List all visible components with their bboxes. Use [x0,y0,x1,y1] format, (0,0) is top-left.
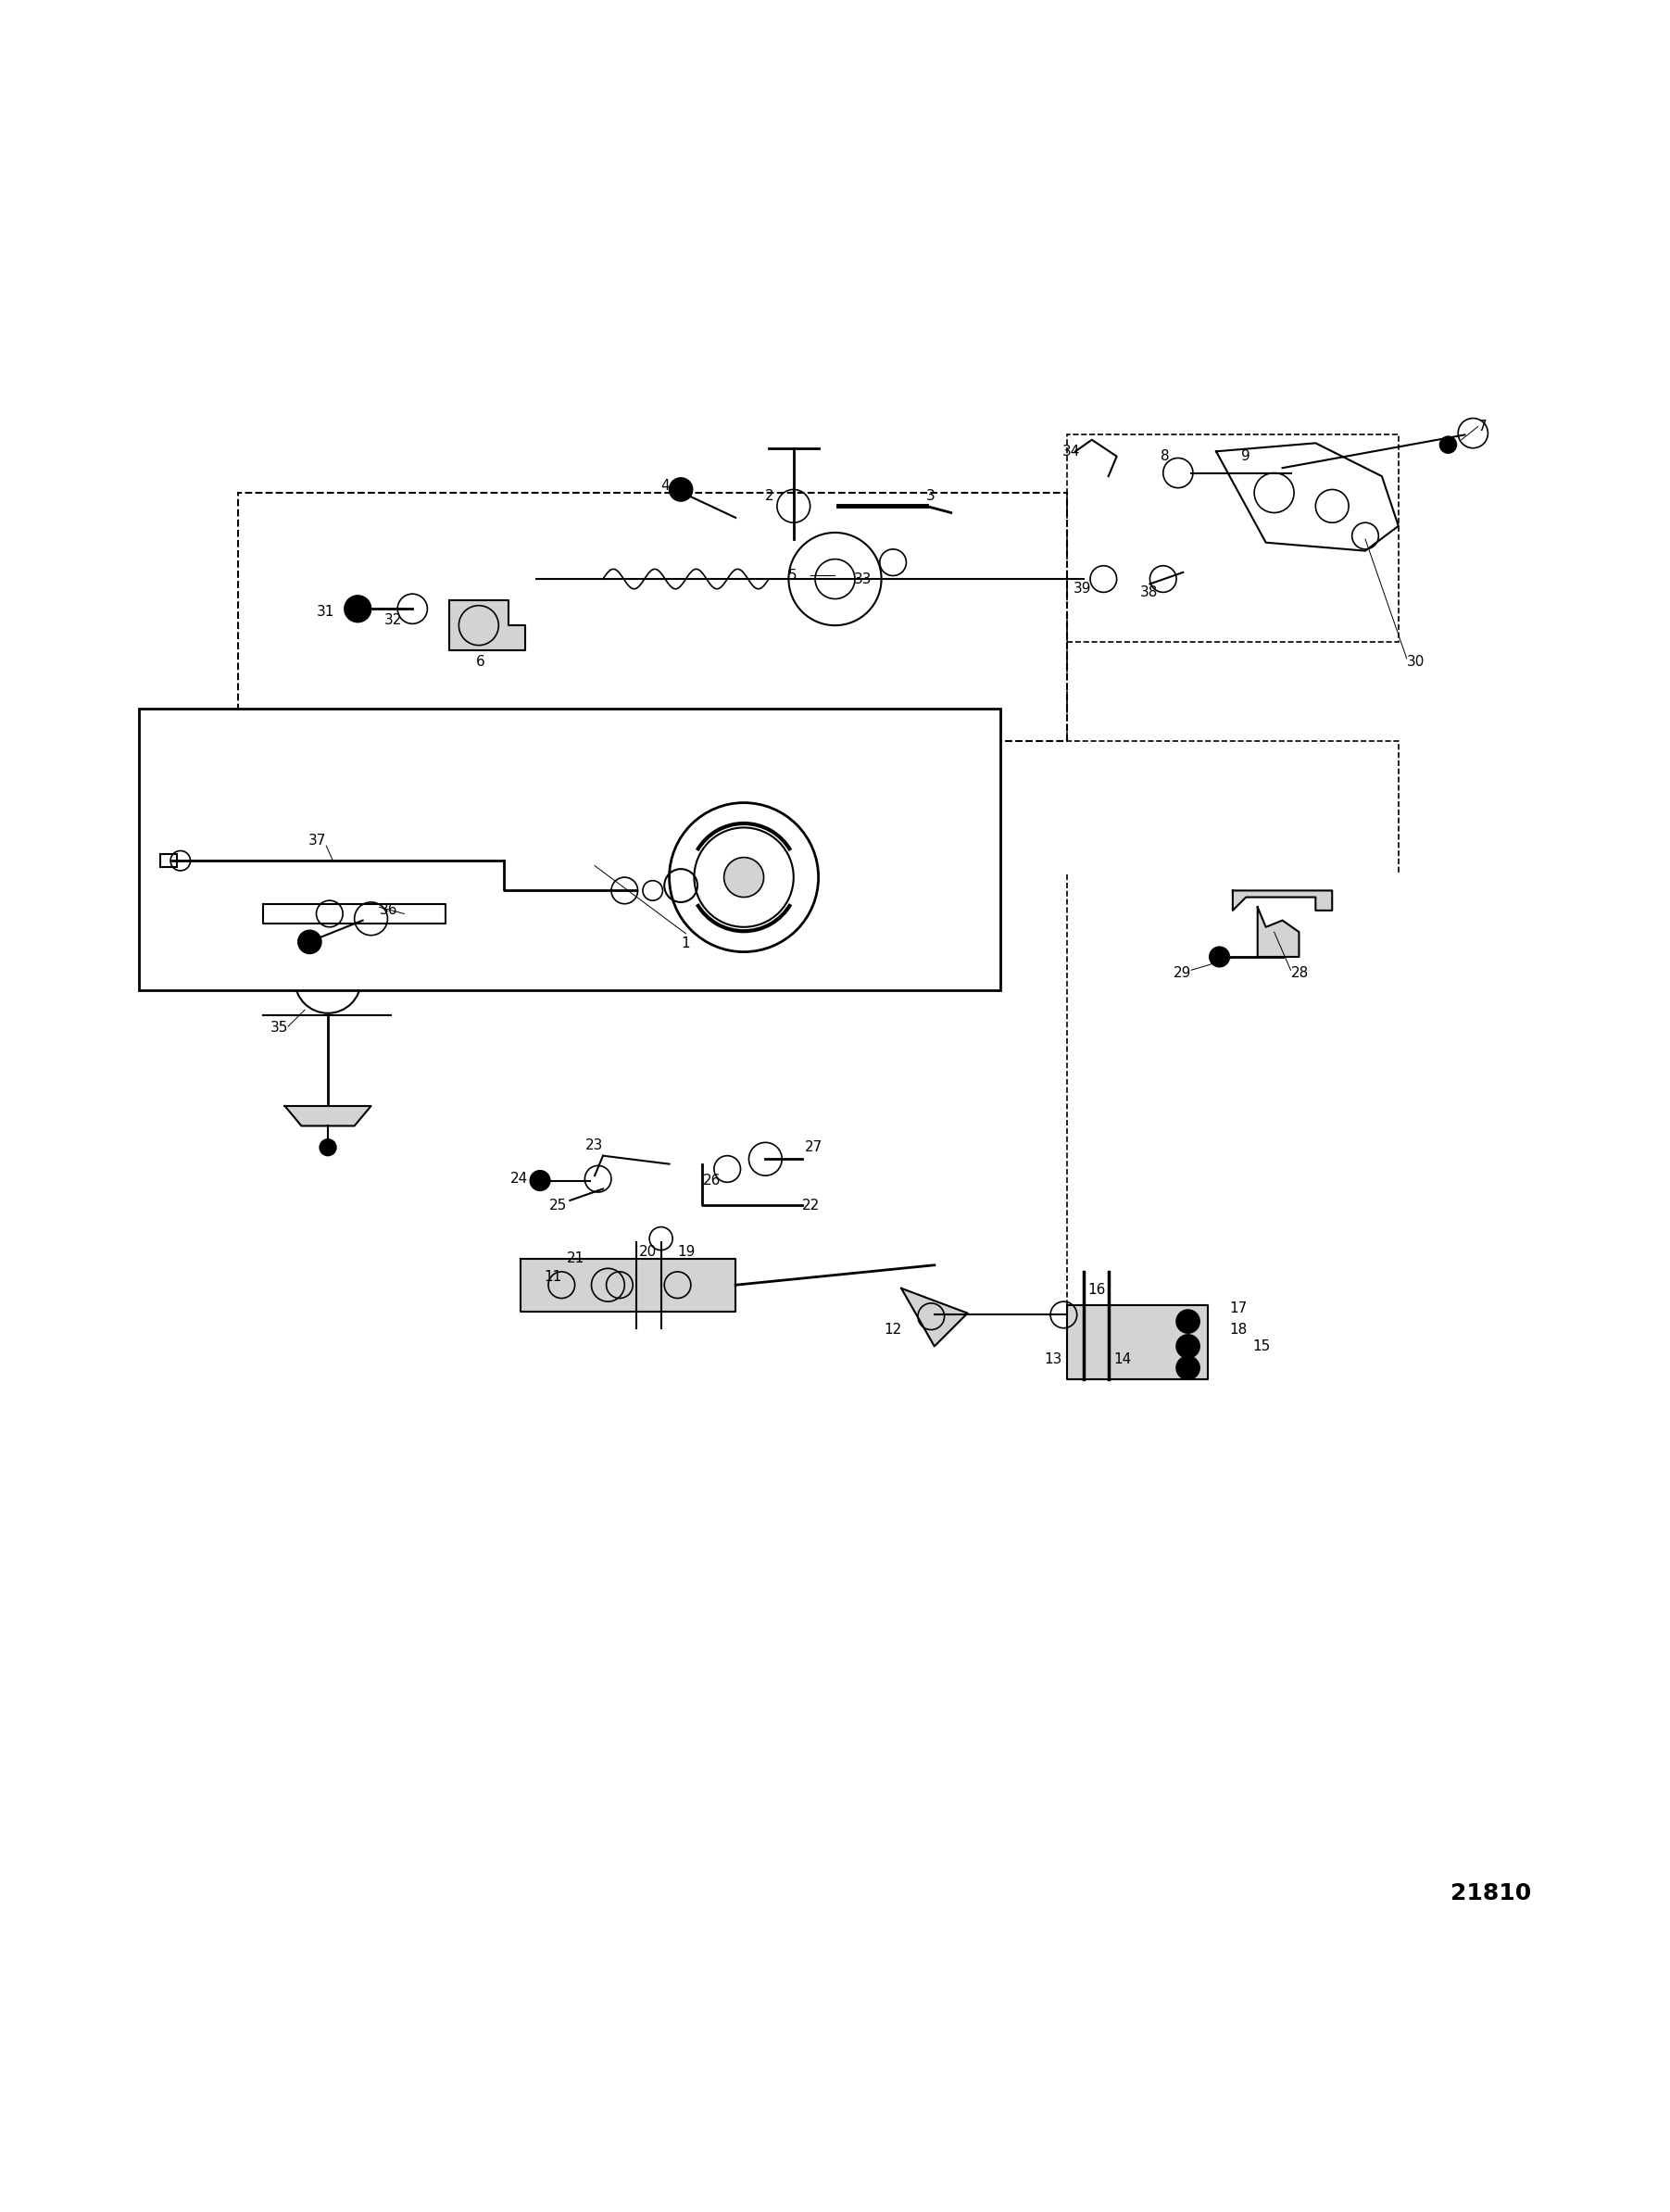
Text: 5: 5 [788,568,797,582]
Polygon shape [1258,907,1299,958]
Text: 24: 24 [511,1172,528,1186]
Text: 31: 31 [317,606,334,619]
Text: 6: 6 [476,655,484,668]
Text: 16: 16 [1087,1283,1106,1296]
Circle shape [1176,1334,1199,1358]
Text: 33: 33 [853,573,872,586]
Text: 13: 13 [1044,1352,1062,1367]
Circle shape [529,1170,549,1190]
Polygon shape [449,599,524,650]
Circle shape [297,931,321,953]
Polygon shape [902,1287,967,1347]
Polygon shape [1232,891,1333,911]
Text: 21: 21 [566,1252,584,1265]
Text: 32: 32 [384,613,402,628]
Bar [1067,436,1398,641]
Circle shape [319,1139,336,1155]
Circle shape [314,838,334,858]
Text: 29: 29 [1174,967,1191,980]
Bar [160,854,177,867]
Text: 14: 14 [1114,1352,1131,1367]
Circle shape [344,595,371,622]
Text: 34: 34 [1062,445,1080,458]
Polygon shape [264,905,446,925]
Text: 22: 22 [802,1199,820,1212]
Bar [239,493,1067,741]
Circle shape [1176,1356,1199,1380]
Text: 2: 2 [765,489,773,502]
Circle shape [725,858,763,898]
Text: 36: 36 [379,902,397,918]
Text: 30: 30 [1406,655,1425,668]
Text: 12: 12 [883,1323,902,1336]
Circle shape [670,478,693,502]
Text: 23: 23 [584,1139,603,1152]
Text: 18: 18 [1229,1323,1247,1336]
Text: 17: 17 [1229,1301,1247,1316]
Text: 21810: 21810 [1450,1882,1531,1905]
Text: 37: 37 [309,834,326,847]
Text: 3: 3 [927,489,935,502]
Bar [139,708,1000,991]
Text: 1: 1 [681,936,690,951]
Circle shape [1209,947,1229,967]
Text: 27: 27 [805,1141,823,1155]
Polygon shape [286,1106,371,1126]
Circle shape [1176,1310,1199,1334]
Text: 19: 19 [678,1245,695,1259]
Text: 9: 9 [1241,449,1251,462]
Circle shape [1440,436,1456,453]
Text: 4: 4 [660,480,670,493]
Text: 15: 15 [1252,1338,1271,1354]
Text: 25: 25 [549,1199,566,1212]
Text: 7: 7 [1478,420,1486,434]
Text: 39: 39 [1074,582,1092,595]
Polygon shape [1216,442,1398,551]
Text: 11: 11 [544,1270,563,1283]
Polygon shape [519,1259,735,1312]
Text: 28: 28 [1291,967,1309,980]
Polygon shape [1067,1305,1207,1380]
Text: 26: 26 [703,1175,721,1188]
Text: 20: 20 [640,1245,656,1259]
Text: 35: 35 [271,1022,289,1035]
Text: 38: 38 [1141,586,1157,599]
Text: 8: 8 [1161,449,1169,462]
